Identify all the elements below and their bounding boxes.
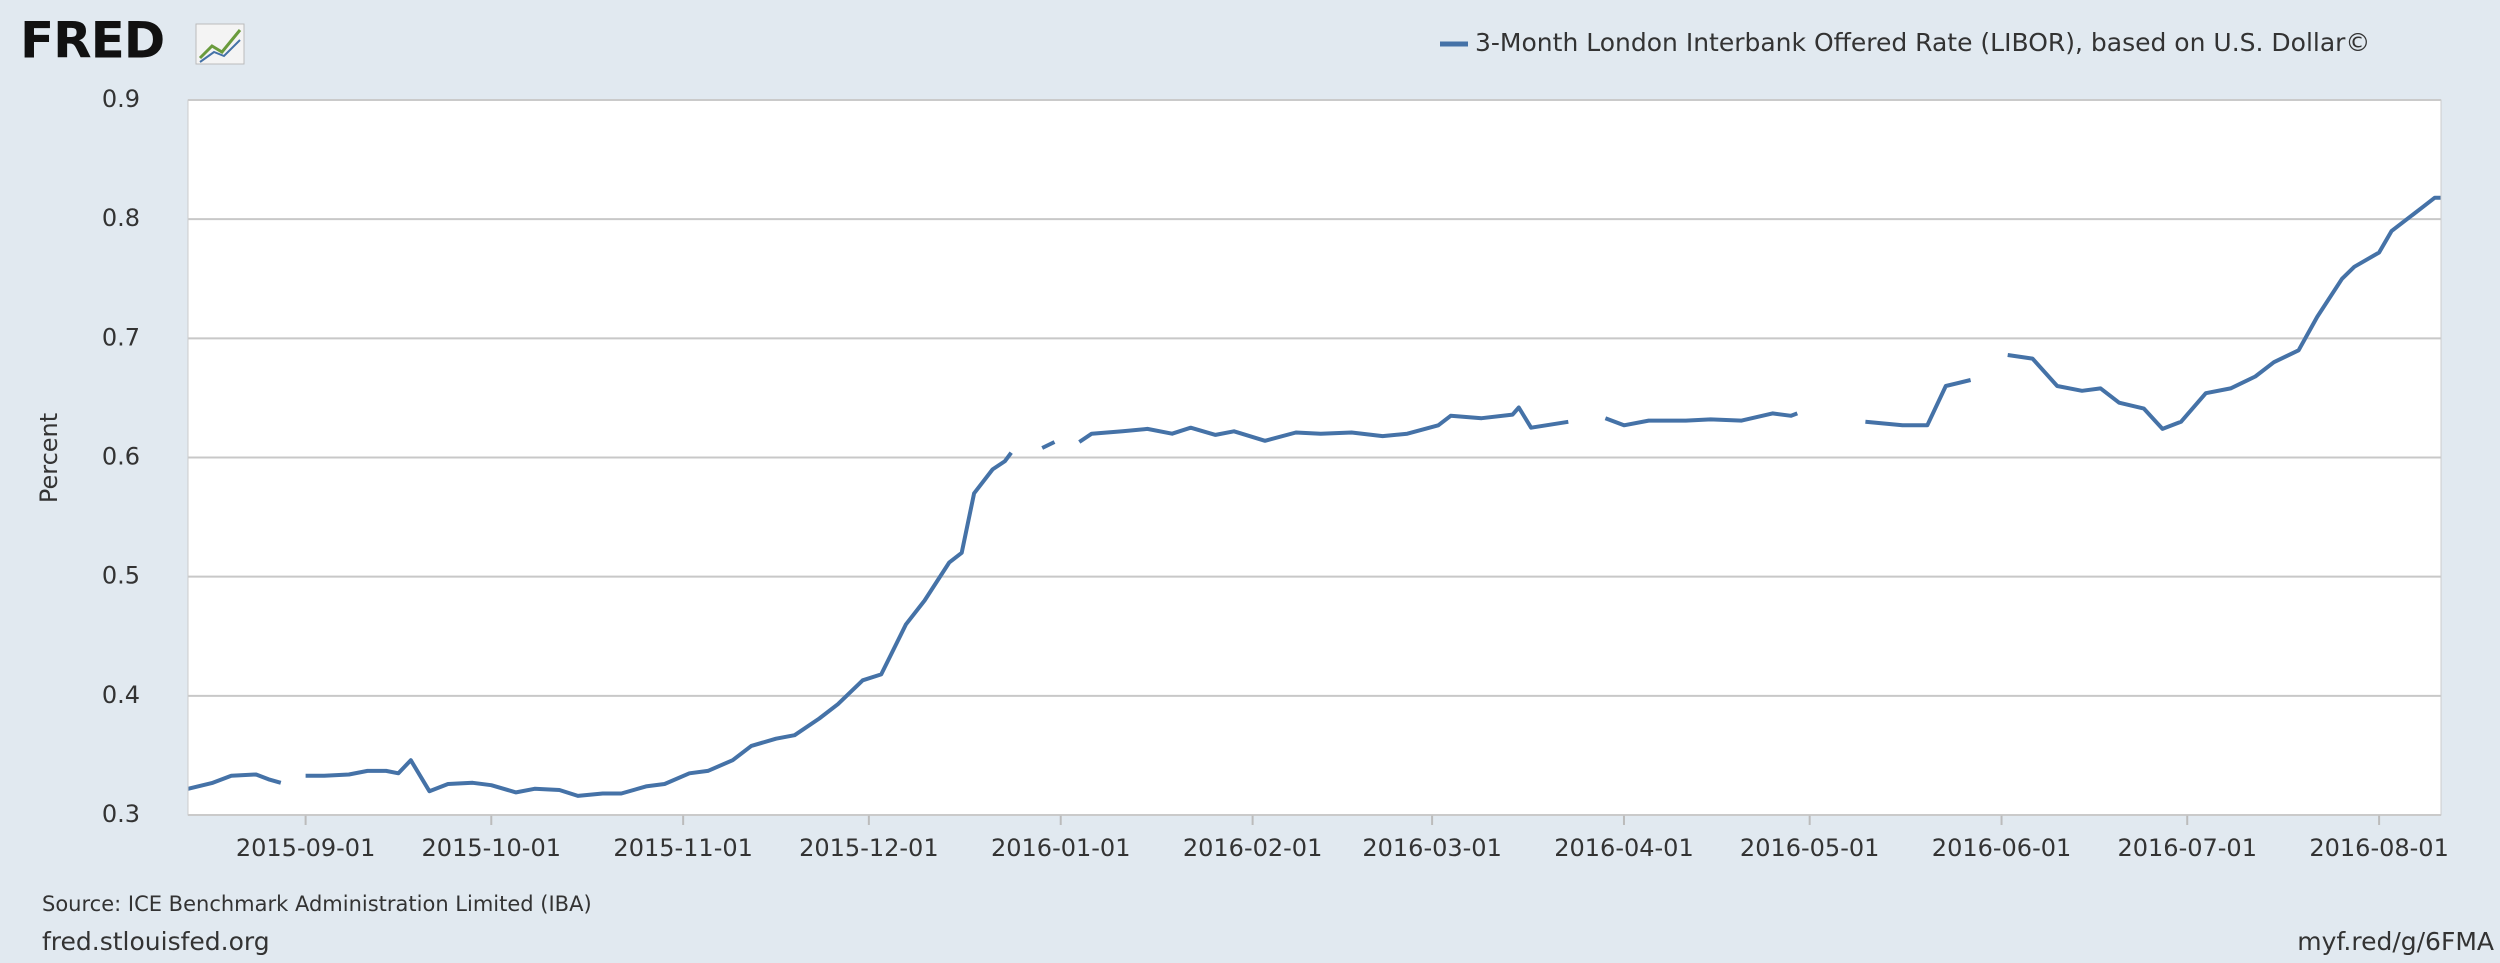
x-tick-label: 2016-02-01 — [1183, 834, 1322, 862]
y-tick-label: 0.3 — [102, 800, 140, 828]
logo-icon — [195, 23, 245, 65]
y-tick-label: 0.8 — [102, 204, 140, 232]
line-series — [187, 195, 2441, 798]
logo: FRED — [20, 12, 164, 70]
y-tick-label: 0.6 — [102, 443, 140, 471]
y-tick-label: 0.7 — [102, 323, 140, 351]
site-url: fred.stlouisfed.org — [42, 927, 270, 956]
short-link: myf.red/g/6FMA — [2297, 927, 2494, 956]
y-axis-label: Percent — [35, 413, 63, 503]
legend-label: 3-Month London Interbank Offered Rate (L… — [1475, 28, 2370, 57]
x-tick-label: 2016-08-01 — [2309, 834, 2448, 862]
x-tick-label: 2016-04-01 — [1554, 834, 1693, 862]
x-tick-label: 2016-06-01 — [1932, 834, 2071, 862]
plot-border — [187, 99, 2442, 816]
y-tick-label: 0.5 — [102, 562, 140, 590]
x-tick-label: 2015-12-01 — [799, 834, 938, 862]
x-tick-label: 2016-05-01 — [1740, 834, 1879, 862]
x-tick-label: 2015-09-01 — [236, 834, 375, 862]
x-tick-label: 2015-10-01 — [422, 834, 561, 862]
x-tick-label: 2016-01-01 — [991, 834, 1130, 862]
source: Source: ICE Benchmark Administration Lim… — [42, 892, 592, 916]
x-tick-label: 2016-03-01 — [1362, 834, 1501, 862]
y-tick-label: 0.4 — [102, 681, 140, 709]
x-tick-label: 2016-07-01 — [2117, 834, 2256, 862]
y-tick-label: 0.9 — [102, 85, 140, 113]
x-tick-label: 2015-11-01 — [613, 834, 752, 862]
